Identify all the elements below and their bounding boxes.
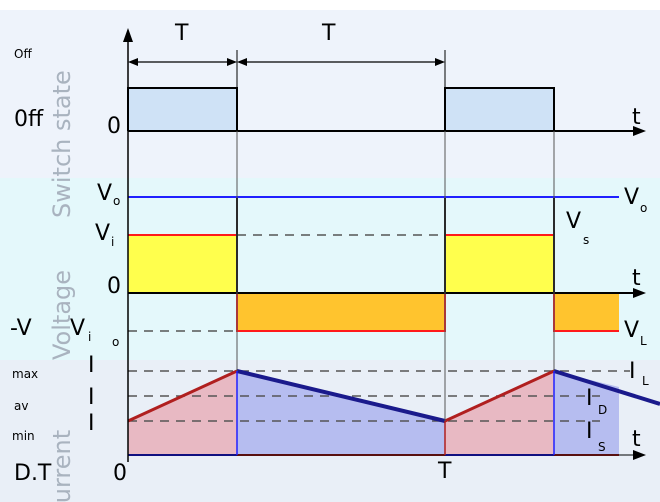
vl-neg-region-2 (554, 293, 619, 331)
source-current-rise-2 (444, 369, 555, 423)
switch-on-pulse-2 (445, 88, 554, 131)
vs-sub: s (583, 233, 589, 247)
neg-vi-label: V (70, 316, 85, 341)
vl-label: V (624, 318, 639, 343)
neg-vi-sub: i (88, 330, 91, 344)
period-2-arrowhead-left (237, 58, 247, 66)
vi-region-2 (445, 235, 554, 293)
section-switch-title: Switch state (48, 70, 76, 218)
vi-region-1 (128, 235, 237, 293)
vi-left-sub: i (111, 235, 114, 249)
id-sub: D (598, 403, 607, 417)
off-state-label: 0ff (14, 107, 44, 132)
period-1-label: T (174, 21, 189, 46)
period-2-label: T (321, 21, 336, 46)
voltage-zero-label: 0 (107, 274, 121, 299)
neg-v-left-label: -V (10, 316, 32, 341)
switch-zero-label: 0 (107, 114, 121, 139)
source-current-area-2 (445, 371, 554, 455)
inductor-current-fall-1 (236, 369, 446, 423)
section-current-title: Current (48, 430, 76, 502)
current-t-label: t (632, 427, 641, 452)
dt-label: D.T (14, 461, 52, 486)
imin-label: I (88, 411, 95, 436)
imax-label: I (88, 353, 95, 378)
voltage-time-axis-arrow (633, 288, 646, 298)
diode-current-area-1 (237, 371, 445, 455)
iav-label: I (88, 385, 95, 410)
iav-sub-label: av (14, 399, 28, 413)
off-top-label: Off (14, 47, 32, 61)
time-t-label: T (437, 459, 452, 484)
is-sub: S (598, 440, 606, 454)
switch-on-pulse-1 (128, 88, 237, 131)
imin-sub-label: min (12, 429, 35, 443)
inductor-current-fall-2 (553, 369, 660, 406)
imax-sub-label: max (12, 367, 38, 381)
switch-time-axis-arrow (633, 126, 646, 136)
vo-left-label: V (97, 181, 112, 206)
vo-right-label: V (624, 185, 639, 210)
is-label: I (586, 419, 593, 444)
vl-sub: L (640, 334, 647, 348)
vi-left-label: V (95, 221, 110, 246)
section-voltage-title: Voltage (48, 270, 76, 360)
vertical-axis-arrow (123, 28, 133, 42)
vo-left-sub: o (113, 194, 120, 208)
period-1-arrowhead-right (227, 58, 237, 66)
il-label: I (629, 359, 636, 384)
period-2-arrowhead-right (435, 58, 445, 66)
voltage-t-label: t (632, 266, 641, 291)
vs-label: V (566, 209, 581, 234)
time-zero-label: 0 (113, 461, 127, 486)
vo-right-sub: o (640, 201, 647, 215)
switch-t-label: t (632, 105, 641, 130)
vl-neg-region-1 (237, 293, 445, 331)
period-1-arrowhead-left (128, 58, 138, 66)
neg-vo-sub: o (112, 335, 119, 349)
diode-current-area-2 (554, 371, 619, 455)
il-sub: L (642, 374, 649, 388)
current-time-axis-arrow (633, 450, 646, 460)
source-current-rise-1 (127, 369, 238, 423)
source-current-area-1 (128, 371, 237, 455)
id-label: I (586, 386, 593, 411)
